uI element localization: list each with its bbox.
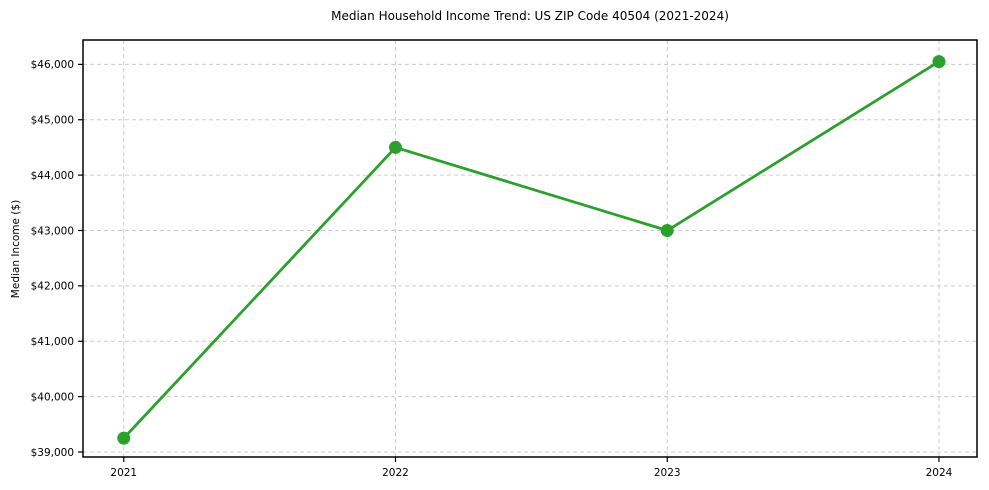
x-tick-label: 2024 (926, 467, 953, 479)
data-point-marker (117, 431, 131, 445)
y-tick-label: $42,000 (31, 281, 74, 293)
y-tick-label: $44,000 (31, 170, 74, 182)
y-tick-label: $46,000 (31, 59, 74, 71)
y-tick-label: $43,000 (31, 225, 74, 237)
income-trend-line (122, 60, 941, 440)
x-tick-label: 2022 (382, 467, 409, 479)
data-point-marker (932, 55, 946, 69)
chart-title: Median Household Income Trend: US ZIP Co… (331, 9, 729, 23)
y-axis-label: Median Income ($) (10, 199, 22, 299)
y-tick-label: $40,000 (31, 391, 74, 403)
y-tick-label: $45,000 (31, 115, 74, 127)
y-tick-label: $41,000 (31, 336, 74, 348)
y-tick-label: $39,000 (31, 447, 74, 459)
x-tick-label: 2023 (654, 467, 681, 479)
plot-border (82, 39, 978, 458)
data-point-marker (660, 224, 674, 238)
data-point-marker (388, 140, 402, 154)
x-tick-label: 2021 (110, 467, 137, 479)
